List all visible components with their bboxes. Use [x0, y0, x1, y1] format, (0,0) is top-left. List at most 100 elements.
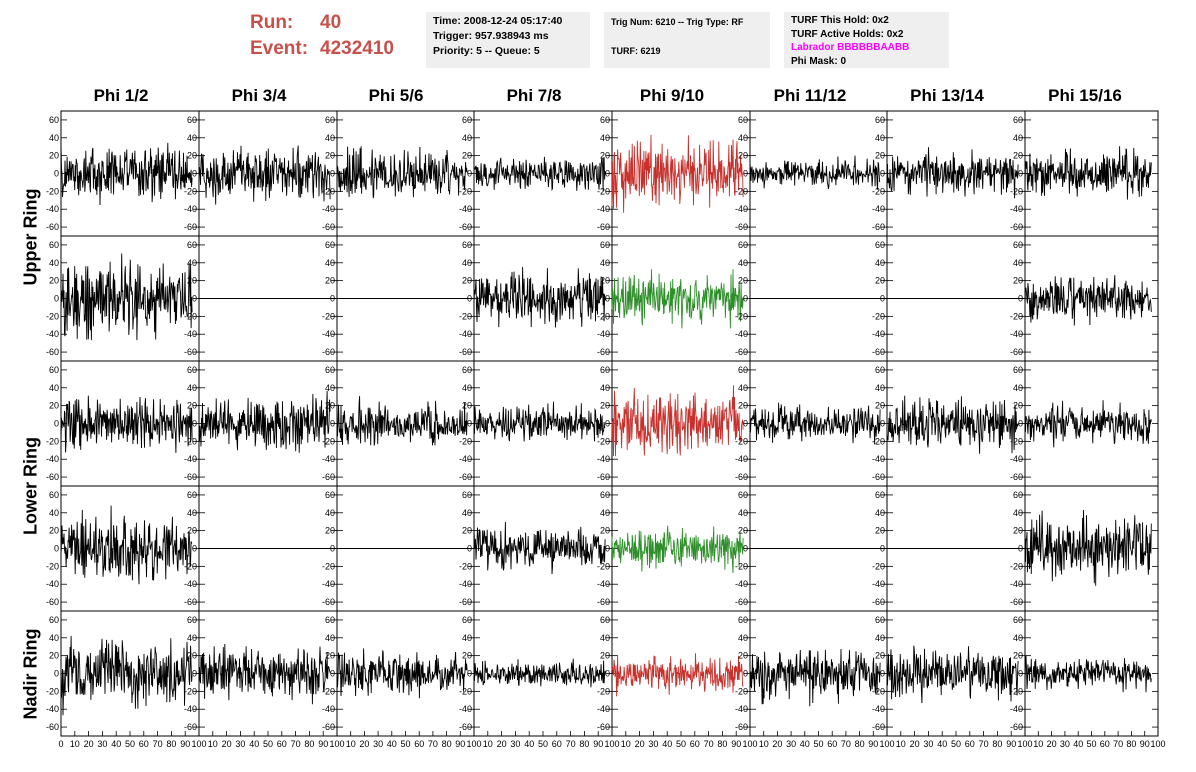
y-tick-label: 20: [738, 651, 748, 661]
turf-line: TURF: 6219: [611, 46, 661, 56]
y-tick-label: 40: [600, 508, 610, 518]
y-tick-label: 60: [325, 490, 335, 500]
y-tick-label: 0: [330, 169, 335, 179]
x-tick-label: 100: [1150, 739, 1165, 749]
y-tick-label: -40: [184, 704, 197, 714]
y-tick-label: 60: [49, 365, 59, 375]
y-tick-label: 60: [738, 365, 748, 375]
y-tick-label: 0: [467, 669, 472, 679]
x-tick-label: 10: [1033, 739, 1043, 749]
y-tick-label: 60: [49, 115, 59, 125]
y-tick-label: 20: [325, 651, 335, 661]
waveform-trace: [198, 145, 331, 205]
x-tick-label: 30: [648, 739, 658, 749]
y-tick-label: 40: [1013, 258, 1023, 268]
x-tick-label: 60: [139, 739, 149, 749]
y-tick-label: 40: [187, 383, 197, 393]
waveform-trace: [336, 396, 468, 446]
x-tick-label: 80: [442, 739, 452, 749]
x-tick-label: 30: [786, 739, 796, 749]
y-tick-label: -20: [1010, 311, 1023, 321]
waveform-panel: -60 -40 -20 0 20 40 60: [322, 485, 475, 612]
y-tick-label: -60: [46, 472, 59, 482]
y-tick-label: 20: [49, 276, 59, 286]
waveform-trace: [886, 645, 1019, 704]
waveform-panel: -60 -40 -20 0 20 40 60: [46, 360, 200, 487]
y-tick-label: -60: [872, 722, 885, 732]
y-tick-label: 40: [462, 383, 472, 393]
y-tick-label: 40: [600, 383, 610, 393]
y-tick-label: 20: [187, 401, 197, 411]
y-tick-label: 40: [600, 258, 610, 268]
y-tick-label: 0: [1018, 544, 1023, 554]
waveform-trace: [473, 156, 606, 192]
waveform-trace: [611, 269, 744, 329]
x-tick-label: 90: [868, 739, 878, 749]
y-tick-label: 20: [875, 651, 885, 661]
y-tick-label: 40: [738, 633, 748, 643]
x-tick-label: 60: [414, 739, 424, 749]
y-tick-label: -60: [735, 722, 748, 732]
y-tick-label: 60: [875, 365, 885, 375]
y-tick-label: -40: [322, 329, 335, 339]
x-tick-label: 70: [153, 739, 163, 749]
x-tick-label: 0: [58, 739, 63, 749]
x-tick-label: 100: [466, 739, 481, 749]
waveform-panel: -60 -40 -20 0 20 40 60: [1010, 110, 1159, 237]
y-tick-label: 0: [1018, 419, 1023, 429]
y-tick-label: 40: [325, 508, 335, 518]
y-tick-label: -60: [735, 222, 748, 232]
y-tick-label: 20: [600, 401, 610, 411]
y-tick-label: -20: [459, 311, 472, 321]
y-tick-label: 20: [738, 151, 748, 161]
y-tick-label: -60: [1010, 222, 1023, 232]
waveform-trace: [336, 648, 468, 699]
y-tick-label: 0: [467, 419, 472, 429]
y-tick-label: -40: [46, 329, 59, 339]
y-tick-label: -40: [459, 454, 472, 464]
event-line: Event: 4232410: [250, 36, 420, 62]
y-tick-label: -60: [184, 222, 197, 232]
y-tick-label: -20: [459, 561, 472, 571]
y-tick-label: -20: [322, 186, 335, 196]
run-value: 40: [320, 12, 342, 33]
y-tick-label: -20: [459, 686, 472, 696]
waveform-trace: [1024, 275, 1152, 326]
waveform-panel: -60 -40 -20 0 20 40 60: [322, 235, 475, 362]
y-tick-label: 60: [738, 115, 748, 125]
y-tick-label: 60: [325, 365, 335, 375]
x-tick-label: 20: [359, 739, 369, 749]
trigger-info-box: Trig Num: 6210 -- Trig Type: RF TURF: 62…: [604, 12, 770, 68]
y-tick-label: 0: [467, 544, 472, 554]
y-tick-label: 20: [325, 526, 335, 536]
y-tick-label: 0: [1018, 169, 1023, 179]
y-tick-label: 20: [187, 276, 197, 286]
y-tick-label: 0: [605, 419, 610, 429]
y-tick-label: 40: [187, 133, 197, 143]
y-tick-label: -40: [597, 704, 610, 714]
y-tick-label: -20: [322, 311, 335, 321]
x-tick-label: 100: [742, 739, 757, 749]
y-tick-label: -20: [735, 561, 748, 571]
event-label: Event:: [250, 38, 309, 59]
y-tick-label: 0: [880, 419, 885, 429]
x-tick-label: 60: [277, 739, 287, 749]
y-tick-label: -40: [872, 204, 885, 214]
waveform-trace: [1024, 509, 1152, 586]
y-tick-label: 0: [54, 294, 59, 304]
y-tick-label: 0: [54, 419, 59, 429]
y-tick-label: -40: [459, 704, 472, 714]
y-tick-label: -20: [459, 186, 472, 196]
waveform-trace: [1024, 400, 1152, 448]
y-tick-label: -20: [597, 561, 610, 571]
column-header-3: Phi 5/6: [368, 86, 424, 105]
y-tick-label: -40: [459, 579, 472, 589]
y-tick-label: -40: [46, 454, 59, 464]
y-tick-label: 60: [1013, 365, 1023, 375]
y-tick-label: 40: [49, 633, 59, 643]
y-tick-label: -20: [597, 311, 610, 321]
y-tick-label: 40: [49, 508, 59, 518]
x-tick-label: 40: [937, 739, 947, 749]
y-tick-label: 60: [49, 615, 59, 625]
